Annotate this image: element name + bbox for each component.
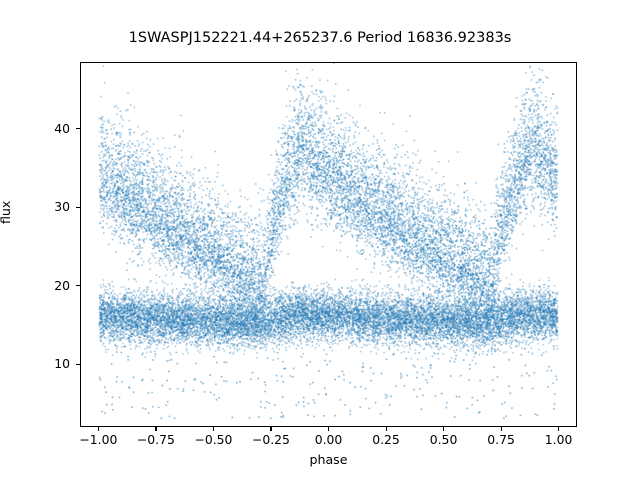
x-tick-mark <box>212 427 215 431</box>
y-tick-mark <box>76 363 80 365</box>
y-tick-mark <box>76 206 80 208</box>
plot-axes-frame <box>80 62 577 427</box>
x-tick-label: 0.50 <box>429 432 458 447</box>
x-tick-mark <box>385 427 387 431</box>
y-tick-mark <box>76 285 80 287</box>
scatter-plot-canvas <box>81 63 576 426</box>
x-tick-mark <box>97 427 99 431</box>
x-axis-label: phase <box>309 452 348 467</box>
y-tick-label: 30 <box>54 199 70 215</box>
chart-title: 1SWASPJ152221.44+265237.6 Period 16836.9… <box>128 30 512 46</box>
x-tick-label: 0.00 <box>314 432 343 447</box>
x-tick-label: −0.75 <box>136 432 175 447</box>
x-tick-mark <box>155 427 157 431</box>
x-tick-label: −0.25 <box>251 432 290 447</box>
x-tick-mark <box>328 427 330 431</box>
y-tick-label: 40 <box>54 120 70 136</box>
x-tick-label: 0.75 <box>487 432 515 447</box>
x-tick-mark <box>500 427 502 431</box>
y-tick-label: 20 <box>54 277 70 293</box>
x-tick-mark <box>443 427 445 431</box>
y-tick-mark <box>76 128 80 130</box>
x-tick-label: −0.50 <box>194 432 233 447</box>
x-tick-mark <box>558 427 560 431</box>
x-tick-label: −1.00 <box>79 432 118 447</box>
x-tick-label: 1.00 <box>544 432 573 447</box>
x-tick-label: 0.25 <box>372 432 400 447</box>
y-axis-label: flux <box>0 200 13 224</box>
x-tick-mark <box>270 427 272 431</box>
y-tick-label: 10 <box>54 356 70 372</box>
